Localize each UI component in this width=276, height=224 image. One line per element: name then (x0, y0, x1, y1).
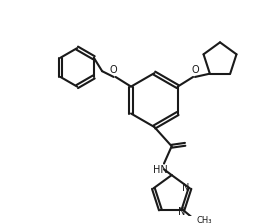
Text: N: N (182, 183, 190, 193)
Text: O: O (110, 65, 118, 75)
Text: O: O (191, 65, 199, 75)
Text: HN: HN (153, 166, 168, 175)
Text: CH₃: CH₃ (197, 216, 212, 224)
Text: N: N (178, 207, 186, 217)
